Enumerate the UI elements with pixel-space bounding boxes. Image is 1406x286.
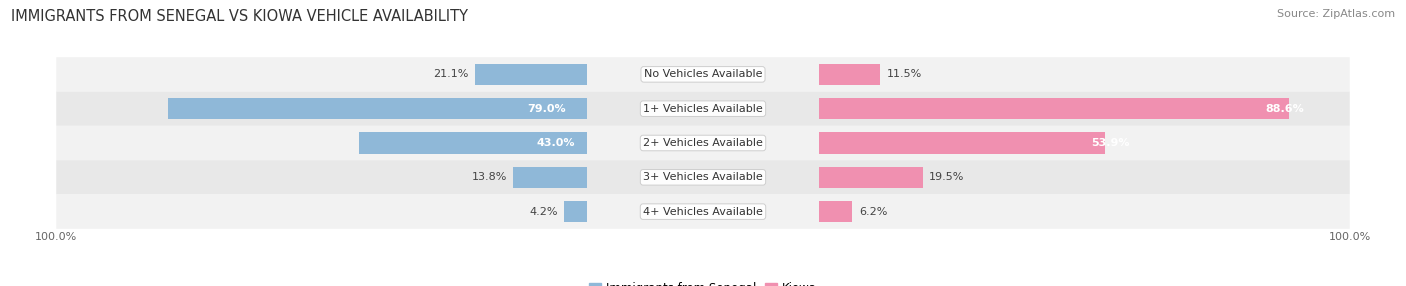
Text: No Vehicles Available: No Vehicles Available <box>644 69 762 79</box>
Text: 4+ Vehicles Available: 4+ Vehicles Available <box>643 207 763 217</box>
Text: 2+ Vehicles Available: 2+ Vehicles Available <box>643 138 763 148</box>
Bar <box>475 64 586 85</box>
Text: IMMIGRANTS FROM SENEGAL VS KIOWA VEHICLE AVAILABILITY: IMMIGRANTS FROM SENEGAL VS KIOWA VEHICLE… <box>11 9 468 23</box>
Bar <box>820 201 852 222</box>
FancyBboxPatch shape <box>56 194 1350 229</box>
Bar <box>167 98 586 119</box>
Text: Source: ZipAtlas.com: Source: ZipAtlas.com <box>1277 9 1395 19</box>
Text: 4.2%: 4.2% <box>529 207 558 217</box>
FancyBboxPatch shape <box>56 57 1350 92</box>
Bar <box>820 98 1289 119</box>
Bar <box>820 167 922 188</box>
Text: 11.5%: 11.5% <box>887 69 922 79</box>
Text: 13.8%: 13.8% <box>471 172 508 182</box>
Bar <box>820 64 880 85</box>
Bar <box>359 132 586 154</box>
Text: 21.1%: 21.1% <box>433 69 468 79</box>
Bar <box>513 167 586 188</box>
Text: 3+ Vehicles Available: 3+ Vehicles Available <box>643 172 763 182</box>
Text: 79.0%: 79.0% <box>527 104 565 114</box>
Text: 88.6%: 88.6% <box>1265 104 1305 114</box>
Bar <box>820 132 1105 154</box>
FancyBboxPatch shape <box>56 126 1350 160</box>
Text: 6.2%: 6.2% <box>859 207 887 217</box>
Text: 53.9%: 53.9% <box>1091 138 1129 148</box>
Text: 43.0%: 43.0% <box>537 138 575 148</box>
FancyBboxPatch shape <box>56 160 1350 194</box>
FancyBboxPatch shape <box>56 92 1350 126</box>
Legend: Immigrants from Senegal, Kiowa: Immigrants from Senegal, Kiowa <box>585 278 821 286</box>
Text: 19.5%: 19.5% <box>929 172 965 182</box>
Bar <box>564 201 586 222</box>
Text: 1+ Vehicles Available: 1+ Vehicles Available <box>643 104 763 114</box>
